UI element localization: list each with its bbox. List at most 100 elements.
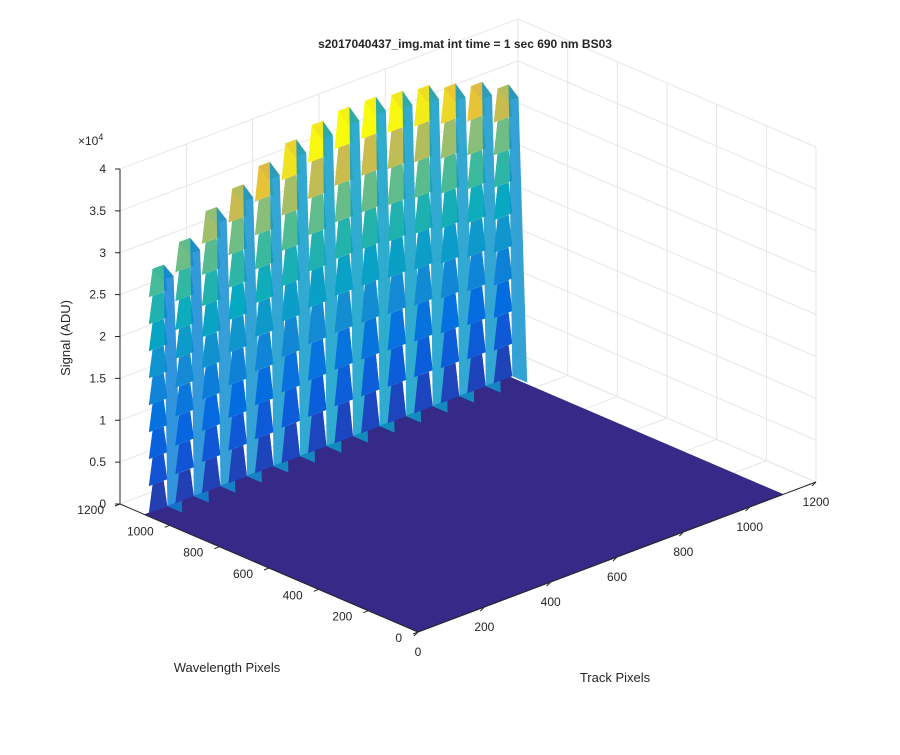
track-band <box>228 249 247 288</box>
x-tick-mark <box>811 481 817 487</box>
track-band <box>440 258 460 299</box>
track-band <box>254 433 274 474</box>
track-band <box>175 324 194 359</box>
y-axis-label: Wavelength Pixels <box>174 660 281 675</box>
track-band <box>201 394 221 431</box>
track-band <box>308 266 327 308</box>
track-band <box>201 425 221 462</box>
y-tick-label: 1000 <box>127 524 154 538</box>
track-ridge <box>493 84 528 384</box>
track-band <box>493 182 513 221</box>
track-band <box>281 174 301 216</box>
track-band <box>387 381 407 424</box>
x-tick-mark <box>678 531 684 537</box>
track-band <box>175 266 194 302</box>
y-tick-label: 0 <box>395 631 402 645</box>
track-side <box>163 264 183 513</box>
y-tick-label: 200 <box>332 610 352 624</box>
track-side <box>508 84 528 383</box>
y-tick-label: 1200 <box>77 503 104 517</box>
track-band <box>387 236 407 278</box>
track-band <box>175 439 194 475</box>
z-tick-label: 3.5 <box>89 204 106 218</box>
track-ridge <box>175 237 209 504</box>
y-tick-label: 600 <box>233 567 253 581</box>
track-band <box>308 411 327 454</box>
x-tick-mark <box>546 581 552 587</box>
track-band <box>361 280 380 323</box>
x-tick-label: 1000 <box>736 520 763 534</box>
track-band <box>493 117 513 156</box>
track-band <box>334 327 354 370</box>
y-tick-label: 400 <box>283 588 303 602</box>
track-band <box>228 445 247 484</box>
track-band <box>334 253 354 297</box>
track-band <box>467 115 486 156</box>
track-band <box>308 375 327 417</box>
z-tick-label: 0 <box>99 497 106 511</box>
y-tick-mark <box>313 588 319 592</box>
track-band <box>254 263 274 304</box>
x-tick-label: 0 <box>415 645 422 659</box>
track-band <box>281 245 301 287</box>
z-tick-label: 2.5 <box>89 288 106 302</box>
track-band <box>334 143 354 186</box>
track-band <box>281 210 301 251</box>
track-side <box>296 139 315 463</box>
track-band <box>387 308 407 351</box>
x-tick-mark <box>479 606 485 612</box>
x-axis-label: Track Pixels <box>580 670 651 685</box>
track-side <box>322 120 342 453</box>
track-ridge <box>201 207 236 494</box>
track-band <box>201 456 221 494</box>
track-band <box>493 149 513 188</box>
track-band <box>493 214 513 253</box>
track-band <box>414 371 433 414</box>
y-tick-mark <box>412 631 419 635</box>
track-band <box>361 317 380 360</box>
track-band <box>228 347 247 386</box>
track-band <box>148 318 168 352</box>
track-band <box>201 331 221 369</box>
track-ridge <box>467 81 501 394</box>
track-band <box>361 354 380 397</box>
track-band <box>281 351 301 393</box>
track-band <box>228 412 247 451</box>
track-ridge <box>281 139 315 464</box>
z-exponent-base: ×10 <box>78 134 99 148</box>
y-tick-label: 800 <box>183 546 203 560</box>
track-band <box>308 302 327 345</box>
track-band <box>361 243 380 287</box>
track-band <box>334 400 354 444</box>
x-tick-label: 400 <box>541 595 561 609</box>
track-ridge <box>308 120 342 454</box>
track-band <box>175 382 194 417</box>
track-side <box>190 237 209 503</box>
track-band <box>228 217 247 256</box>
track-band <box>414 335 433 378</box>
track-band <box>281 280 301 322</box>
track-band <box>467 285 486 326</box>
y-tick-mark <box>263 567 270 571</box>
track-band <box>228 282 247 321</box>
track-band <box>361 170 380 213</box>
track-band <box>175 295 194 331</box>
track-band <box>467 251 486 292</box>
track-band <box>254 399 274 440</box>
track-band <box>414 228 433 270</box>
y-tick-mark <box>214 546 220 550</box>
z-tick-label: 2 <box>99 330 106 344</box>
x-tick-label: 1200 <box>803 495 830 509</box>
track-band <box>148 426 168 460</box>
x-tick-mark <box>612 556 618 562</box>
track-band <box>201 238 221 275</box>
z-tick-label: 3 <box>99 246 106 260</box>
track-band <box>148 399 168 433</box>
track-band <box>493 279 513 318</box>
z-tick-label: 0.5 <box>89 455 106 469</box>
track-band <box>414 156 433 199</box>
axis-layer: 0200400600800100012000200400600800100012… <box>77 162 829 659</box>
track-band <box>308 193 327 236</box>
